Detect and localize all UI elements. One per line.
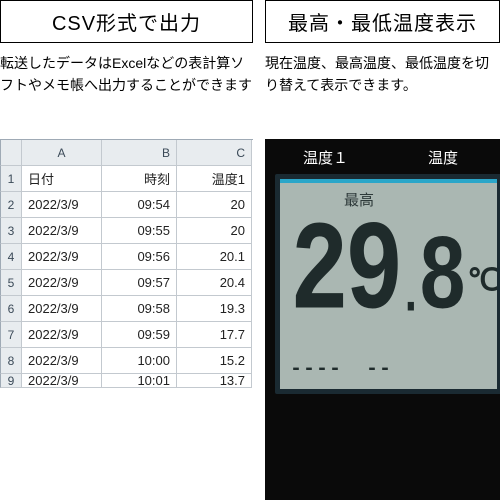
temp-integer: 29	[290, 218, 400, 333]
temp-decimal: 8	[418, 232, 463, 328]
table-row: 6 2022/3/9 09:58 19.3	[0, 296, 253, 322]
cell[interactable]: 09:56	[102, 244, 177, 270]
bottom-seg-1: ----	[290, 358, 342, 381]
cell[interactable]: 09:55	[102, 218, 177, 244]
csv-export-panel: CSV形式で出力 転送したデータはExcelなどの表計算ソフトやメモ帳へ出力する…	[0, 0, 265, 500]
lcd-screen: 最高 29.8 ℃ ---- --	[275, 174, 500, 394]
channel-1-label: 温度１	[303, 147, 348, 168]
cell[interactable]: 2022/3/9	[22, 192, 102, 218]
table-row: 5 2022/3/9 09:57 20.4	[0, 270, 253, 296]
corner-cell[interactable]	[0, 140, 22, 166]
celsius-unit: ℃	[467, 270, 497, 297]
minmax-panel: 最高・最低温度表示 現在温度、最高温度、最低温度を切り替えて表示できます。 温度…	[265, 0, 500, 500]
cell[interactable]: 20	[177, 218, 252, 244]
cell[interactable]: 09:59	[102, 322, 177, 348]
header-row: 1 日付 時刻 温度1	[0, 166, 253, 192]
cell[interactable]: 17.7	[177, 322, 252, 348]
cell[interactable]: 2022/3/9	[22, 218, 102, 244]
cell[interactable]: 2022/3/9	[22, 270, 102, 296]
bottom-seg-2: --	[366, 358, 392, 381]
cell[interactable]: 2022/3/9	[22, 244, 102, 270]
row-header[interactable]: 2	[0, 192, 22, 218]
table-row: 3 2022/3/9 09:55 20	[0, 218, 253, 244]
column-header-row: A B C	[0, 140, 253, 166]
table-row: 2 2022/3/9 09:54 20	[0, 192, 253, 218]
csv-title: CSV形式で出力	[0, 0, 253, 43]
cell[interactable]: 09:58	[102, 296, 177, 322]
thermometer-device: 温度１ 温度 最高 29.8 ℃ ---- --	[265, 139, 500, 500]
cell[interactable]: 2022/3/9	[22, 348, 102, 374]
csv-desc: 転送したデータはExcelなどの表計算ソフトやメモ帳へ出力することができます	[0, 53, 253, 125]
table-row: 9 2022/3/9 10:01 13.7	[0, 374, 253, 388]
table-row: 8 2022/3/9 10:00 15.2	[0, 348, 253, 374]
col-header-c[interactable]: C	[177, 140, 252, 166]
cell[interactable]: 10:00	[102, 348, 177, 374]
channel-2-label: 温度	[428, 147, 458, 168]
row-header[interactable]: 5	[0, 270, 22, 296]
row-header[interactable]: 7	[0, 322, 22, 348]
table-row: 4 2022/3/9 09:56 20.1	[0, 244, 253, 270]
decimal-point-icon: .	[398, 271, 420, 322]
channel-labels: 温度１ 温度	[275, 147, 500, 168]
cell[interactable]: 時刻	[102, 166, 177, 192]
spreadsheet: A B C 1 日付 時刻 温度1 2 2022/3/9 09:54 20 3 …	[0, 139, 253, 388]
row-header[interactable]: 9	[0, 374, 22, 388]
row-header[interactable]: 3	[0, 218, 22, 244]
row-header[interactable]: 4	[0, 244, 22, 270]
col-header-b[interactable]: B	[102, 140, 177, 166]
col-header-a[interactable]: A	[22, 140, 102, 166]
cell[interactable]: 日付	[22, 166, 102, 192]
row-header[interactable]: 6	[0, 296, 22, 322]
cell[interactable]: 2022/3/9	[22, 296, 102, 322]
minmax-desc: 現在温度、最高温度、最低温度を切り替えて表示できます。	[265, 53, 500, 125]
cell[interactable]: 15.2	[177, 348, 252, 374]
row-header[interactable]: 8	[0, 348, 22, 374]
temperature-reading: 29.8 ℃	[290, 218, 497, 333]
row-header[interactable]: 1	[0, 166, 22, 192]
cell[interactable]: 20	[177, 192, 252, 218]
cell[interactable]: 10:01	[102, 374, 177, 388]
table-row: 7 2022/3/9 09:59 17.7	[0, 322, 253, 348]
cell[interactable]: 2022/3/9	[22, 374, 102, 388]
cell[interactable]: 09:57	[102, 270, 177, 296]
cell[interactable]: 20.4	[177, 270, 252, 296]
cell[interactable]: 19.3	[177, 296, 252, 322]
cell[interactable]: 09:54	[102, 192, 177, 218]
cell[interactable]: 2022/3/9	[22, 322, 102, 348]
cell[interactable]: 13.7	[177, 374, 252, 388]
cell[interactable]: 20.1	[177, 244, 252, 270]
cell[interactable]: 温度1	[177, 166, 252, 192]
minmax-title: 最高・最低温度表示	[265, 0, 500, 43]
lcd-bottom-row: ---- --	[290, 358, 497, 381]
